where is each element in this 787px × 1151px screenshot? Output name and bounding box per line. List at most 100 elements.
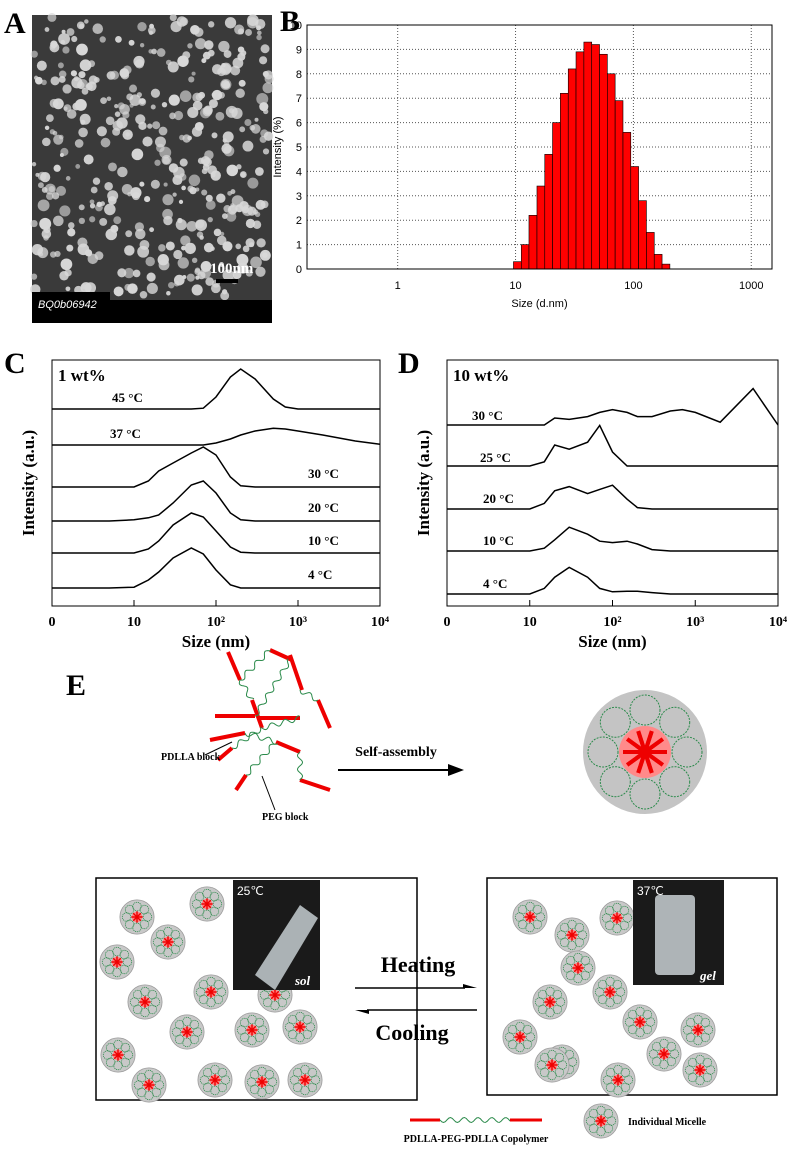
- particle: [64, 269, 72, 277]
- annotation: 1 wt%: [58, 366, 106, 385]
- bar: [653, 254, 663, 270]
- particle: [71, 35, 78, 43]
- micelle: [560, 950, 596, 986]
- particle: [199, 235, 204, 240]
- particle: [245, 29, 252, 36]
- arrowhead: [448, 764, 464, 776]
- big-micelle: [583, 690, 707, 814]
- particle: [226, 164, 239, 177]
- particle: [242, 140, 254, 152]
- bar: [591, 44, 600, 270]
- particle: [224, 17, 237, 29]
- particle: [89, 199, 95, 205]
- micelle: [512, 899, 548, 935]
- peg-chain: [239, 650, 271, 681]
- micelle: [234, 1012, 270, 1048]
- copolymer-label: PDLLA-PEG-PDLLA Copolymer: [404, 1134, 549, 1145]
- bar: [630, 166, 639, 270]
- particle: [188, 174, 201, 187]
- particle: [186, 220, 198, 232]
- peg-chain: [254, 658, 290, 717]
- particle: [223, 50, 232, 58]
- particle: [39, 217, 52, 230]
- peg-loop: [659, 766, 691, 798]
- particle: [215, 111, 225, 121]
- particle: [191, 257, 198, 264]
- particle: [201, 168, 208, 175]
- particle: [79, 59, 92, 72]
- bar: [544, 154, 553, 270]
- particle: [194, 121, 204, 131]
- curve: [52, 368, 380, 410]
- particle: [235, 243, 242, 250]
- curve: [52, 480, 380, 522]
- particle: [157, 254, 169, 266]
- y-tick-label: 8: [296, 69, 302, 81]
- particle: [181, 185, 186, 191]
- particle: [107, 196, 117, 205]
- curve: [447, 423, 778, 467]
- particle: [262, 252, 268, 258]
- particle: [83, 154, 94, 165]
- micelle: [131, 1067, 167, 1103]
- particle: [240, 264, 248, 272]
- particle: [135, 114, 146, 125]
- particle: [245, 238, 255, 248]
- x-tick-label: 10⁴: [371, 615, 390, 630]
- particle: [262, 82, 274, 94]
- panel-label: B: [280, 5, 300, 38]
- particle: [179, 17, 189, 26]
- particle: [227, 190, 233, 196]
- particle: [223, 145, 235, 157]
- peg-loop: [659, 706, 691, 738]
- particle: [105, 116, 115, 126]
- curve: [52, 427, 381, 446]
- particle: [79, 113, 91, 125]
- particle: [245, 218, 256, 229]
- particle: [254, 117, 259, 122]
- particle: [222, 269, 234, 281]
- particle: [36, 60, 47, 71]
- particle: [45, 114, 54, 122]
- particle: [117, 268, 127, 278]
- particle: [50, 76, 60, 86]
- micelles: [99, 886, 718, 1103]
- particle: [252, 209, 259, 215]
- micelle: [150, 924, 186, 960]
- particle: [58, 33, 70, 45]
- particle: [181, 245, 186, 251]
- particle: [37, 199, 50, 212]
- peg-label: PEG block: [262, 812, 309, 823]
- particle: [173, 249, 183, 260]
- curve-label: 4 °C: [308, 567, 332, 582]
- particle: [80, 282, 92, 294]
- particle: [255, 266, 266, 277]
- particle: [220, 79, 230, 89]
- particle: [142, 136, 153, 147]
- particle: [260, 200, 269, 209]
- particle: [65, 286, 71, 292]
- particle: [58, 70, 67, 78]
- bar: [521, 244, 530, 270]
- particle: [100, 201, 105, 206]
- info-tab: [32, 292, 110, 314]
- particle: [177, 217, 183, 224]
- plot-frame: [446, 359, 779, 607]
- bar: [528, 215, 538, 270]
- micelle: [599, 900, 635, 936]
- particle: [84, 19, 89, 24]
- particle: [121, 183, 133, 195]
- particle: [262, 148, 270, 155]
- x-tick-label: 0: [49, 615, 56, 630]
- particle: [236, 164, 242, 170]
- particle: [237, 28, 245, 35]
- peg-loop: [599, 766, 631, 798]
- particle: [219, 231, 225, 237]
- particle: [203, 105, 213, 115]
- micelle: [600, 1062, 636, 1098]
- particle: [79, 23, 85, 29]
- particle: [177, 55, 189, 67]
- scale-bar-label: 100nm: [210, 261, 254, 277]
- y-axis-label: Intensity (%): [272, 116, 284, 177]
- particle: [136, 92, 142, 98]
